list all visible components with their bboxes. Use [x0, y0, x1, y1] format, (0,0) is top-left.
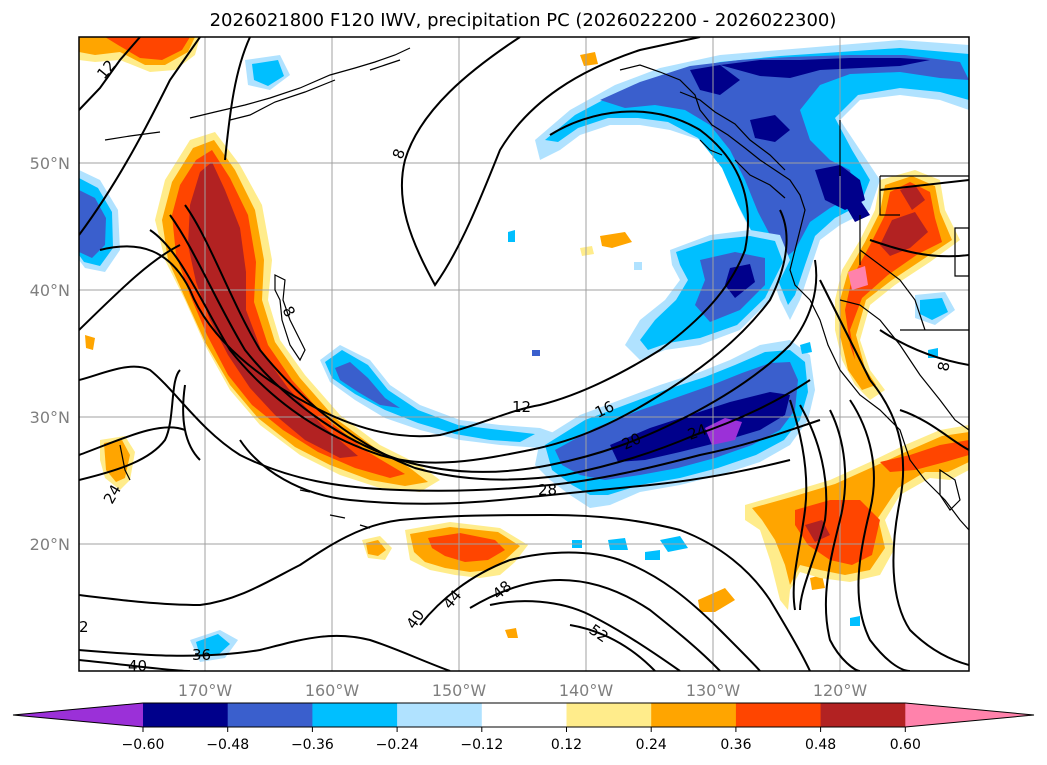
lon-label: 130°W	[686, 681, 741, 700]
lat-label: 40°N	[30, 281, 70, 300]
lon-label: 140°W	[559, 681, 614, 700]
colorbar-segment	[397, 703, 483, 727]
lon-label: 120°W	[813, 681, 868, 700]
longitude-labels: 170°W 160°W 150°W 140°W 130°W 120°W	[178, 681, 868, 700]
colorbar-segment	[143, 703, 229, 727]
colorbar-tick-label: −0.36	[291, 737, 334, 753]
lat-label: 20°N	[30, 535, 70, 554]
colorbar-tick-label: 0.48	[805, 737, 836, 753]
map-area: 12 8 8 12 16 20 24 28 24 40 44 48 52 36 …	[79, 37, 969, 675]
colorbar-segment	[566, 703, 652, 727]
colorbar-segment	[820, 703, 906, 727]
graticule	[79, 37, 969, 671]
colorbar-segment	[735, 703, 822, 727]
colorbar-tick-label: −0.12	[460, 737, 503, 753]
colorbar-tick-label: 0.24	[636, 737, 667, 753]
contour-label: 24	[685, 420, 709, 443]
colorbar-tick-label: 0.12	[551, 737, 582, 753]
colorbar-extend-min	[13, 703, 143, 727]
colorbar-segment	[651, 703, 737, 727]
lat-label: 30°N	[30, 408, 70, 427]
colorbar-tick-label: −0.24	[376, 737, 419, 753]
figure-title: 2026021800 F120 IWV, precipitation PC (2…	[210, 10, 837, 31]
latitude-labels: 50°N 40°N 30°N 20°N	[30, 154, 70, 554]
map-frame	[78, 36, 970, 672]
colorbar: −0.60 −0.48 −0.36 −0.24 −0.12 0.12 0.24 0.36 0.4…	[12, 702, 1035, 753]
contour-label: 28	[538, 481, 557, 499]
positive-precip-anomaly-west	[155, 132, 440, 492]
lon-label: 170°W	[178, 681, 233, 700]
iwv-contours	[79, 37, 969, 671]
lon-label: 150°W	[432, 681, 487, 700]
colorbar-tick-label: 0.60	[890, 737, 921, 753]
positive-anomaly-south-central	[85, 52, 825, 638]
contour-label: 12	[512, 398, 531, 416]
colorbar-tick-label: 0.36	[720, 737, 751, 753]
colorbar-segment	[312, 703, 398, 727]
colorbar-extend-max	[905, 703, 1034, 727]
colorbar-tick-label: −0.48	[206, 737, 249, 753]
lat-label: 50°N	[30, 154, 70, 173]
contour-label: 8	[934, 360, 953, 373]
negative-anomaly-inner-arc	[320, 345, 560, 448]
contour-label: 40	[128, 657, 147, 675]
colorbar-segment	[227, 703, 313, 727]
colorbar-tick-label: −0.60	[122, 737, 165, 753]
contour-label: 2	[79, 618, 89, 636]
colorbar-segment	[481, 703, 567, 727]
positive-anomaly-east-coast	[835, 170, 960, 400]
coastlines	[104, 47, 969, 531]
lon-label: 160°W	[305, 681, 360, 700]
contour-label: 36	[192, 646, 211, 664]
positive-anomaly-top-left	[79, 37, 200, 72]
